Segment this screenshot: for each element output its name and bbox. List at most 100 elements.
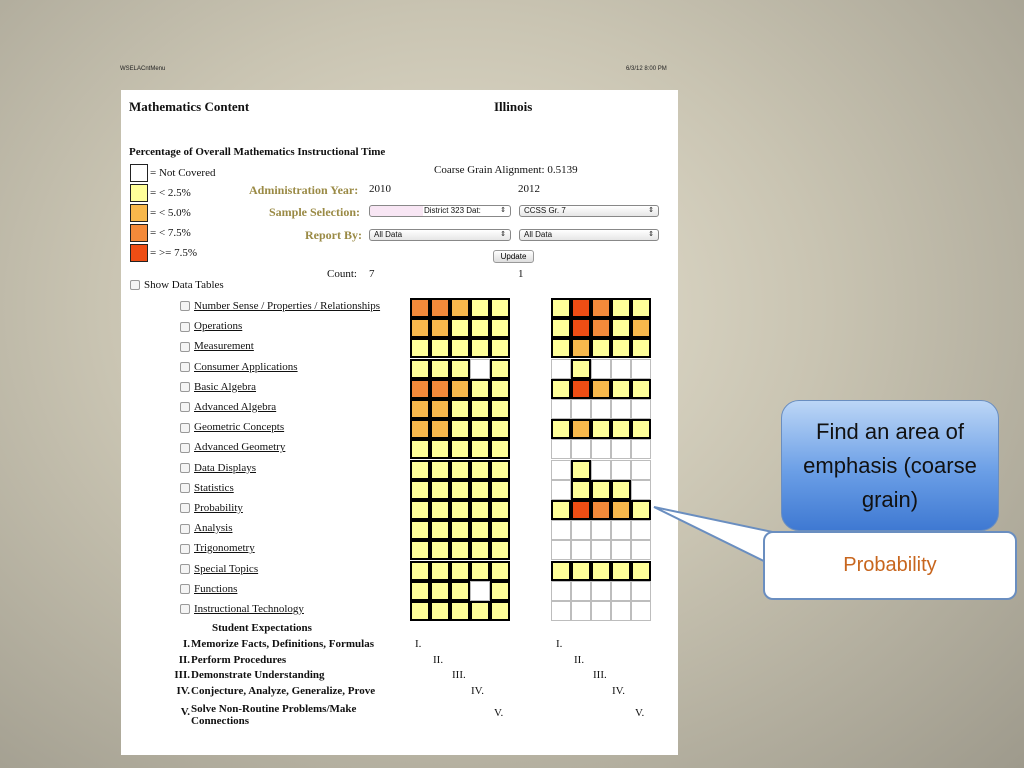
- heatmap-cell: [611, 298, 631, 318]
- category-link[interactable]: Special Topics: [194, 562, 259, 575]
- heatmap-cell: [611, 540, 631, 561]
- sample-select-right[interactable]: CCSS Gr. 7 ⇕: [519, 205, 659, 217]
- show-data-tables-checkbox[interactable]: [130, 280, 140, 291]
- category-checkbox[interactable]: [180, 564, 190, 575]
- category-item[interactable]: Special Topics: [180, 563, 258, 575]
- category-item[interactable]: Functions: [180, 583, 237, 595]
- heatmap-cell: [450, 298, 470, 318]
- category-item[interactable]: Analysis: [180, 522, 233, 534]
- expectation-marker-right: II.: [574, 654, 585, 666]
- category-checkbox[interactable]: [180, 321, 190, 332]
- heatmap-cell: [470, 601, 490, 621]
- category-item[interactable]: Basic Algebra: [180, 381, 256, 393]
- category-checkbox[interactable]: [180, 442, 190, 453]
- category-item[interactable]: Instructional Technology: [180, 603, 304, 615]
- category-item[interactable]: Trigonometry: [180, 542, 255, 554]
- category-item[interactable]: Geometric Concepts: [180, 421, 284, 433]
- heatmap-cell: [430, 419, 450, 440]
- heatmap-cell: [591, 601, 611, 621]
- callout-main: Find an area of emphasis (coarse grain): [781, 400, 999, 531]
- category-link[interactable]: Data Displays: [194, 461, 257, 474]
- category-checkbox[interactable]: [180, 483, 190, 494]
- heatmap-cell: [410, 318, 430, 339]
- heatmap-cell: [430, 399, 450, 419]
- category-item[interactable]: Advanced Geometry: [180, 441, 285, 453]
- select-arrow-icon: ⇕: [648, 231, 654, 238]
- select-arrow-icon: ⇕: [500, 231, 506, 238]
- category-link[interactable]: Functions: [194, 582, 238, 595]
- category-checkbox[interactable]: [180, 523, 190, 534]
- heatmap-cell: [470, 338, 490, 359]
- heatmap-cell: [591, 318, 611, 339]
- category-link[interactable]: Consumer Applications: [194, 360, 298, 373]
- category-link[interactable]: Trigonometry: [194, 542, 255, 555]
- category-link[interactable]: Analysis: [194, 522, 233, 535]
- category-checkbox[interactable]: [180, 584, 190, 595]
- expectation-marker-left: IV.: [471, 685, 484, 697]
- heatmap-cell: [410, 378, 430, 399]
- category-checkbox[interactable]: [180, 341, 190, 352]
- heatmap-cell: [611, 318, 631, 339]
- heatmap-cell: [490, 560, 510, 581]
- heatmap-cell: [611, 560, 631, 581]
- category-link[interactable]: Instructional Technology: [194, 603, 304, 615]
- expectation-label: Solve Non-Routine Problems/Make Connecti…: [191, 703, 357, 727]
- heatmap-cell: [631, 399, 651, 419]
- sample-select-left[interactable]: District 323 Dat: ⇕: [369, 205, 511, 217]
- report-select-right-value: All Data: [524, 230, 553, 239]
- heatmap-cell: [551, 318, 571, 339]
- category-link[interactable]: Advanced Geometry: [194, 441, 286, 454]
- category-link[interactable]: Measurement: [194, 340, 254, 353]
- category-checkbox[interactable]: [180, 422, 190, 433]
- heatmap-cell: [410, 560, 430, 581]
- sample-select-left-value: District 323 Dat:: [424, 206, 481, 215]
- expectation-marker-right: V.: [635, 707, 645, 719]
- heatmap-cell: [571, 358, 591, 379]
- category-item[interactable]: Consumer Applications: [180, 361, 298, 373]
- category-checkbox[interactable]: [180, 463, 190, 474]
- category-link[interactable]: Operations: [194, 320, 243, 333]
- heatmap-cell: [551, 399, 571, 419]
- report-select-left[interactable]: All Data ⇕: [369, 229, 511, 241]
- category-item[interactable]: Statistics: [180, 482, 234, 494]
- heatmap-cell: [591, 439, 611, 460]
- expectation-marker-right: I.: [556, 638, 563, 650]
- category-item[interactable]: Number Sense / Properties / Relationship…: [180, 300, 380, 312]
- category-checkbox[interactable]: [180, 543, 190, 554]
- heatmap-cell: [571, 378, 591, 399]
- category-link[interactable]: Number Sense / Properties / Relationship…: [194, 300, 381, 312]
- category-checkbox[interactable]: [180, 382, 190, 393]
- heatmap-cell: [631, 500, 651, 520]
- category-item[interactable]: Measurement: [180, 340, 254, 352]
- report-select-right[interactable]: All Data ⇕: [519, 229, 659, 241]
- category-checkbox[interactable]: [180, 402, 190, 413]
- heatmap-cell: [450, 439, 470, 460]
- category-checkbox[interactable]: [180, 362, 190, 373]
- heatmap-cell: [410, 338, 430, 359]
- heatmap-cell: [611, 459, 631, 480]
- category-link[interactable]: Basic Algebra: [194, 380, 257, 393]
- category-link[interactable]: Statistics: [194, 481, 234, 494]
- heatmap-cell: [470, 318, 490, 339]
- heatmap-cell: [430, 601, 450, 621]
- category-item[interactable]: Probability: [180, 502, 243, 514]
- heatmap-cell: [571, 399, 591, 419]
- heatmap-cell: [430, 338, 450, 359]
- show-data-tables[interactable]: Show Data Tables: [130, 279, 224, 291]
- category-checkbox[interactable]: [180, 503, 190, 514]
- category-link[interactable]: Advanced Algebra: [194, 401, 277, 413]
- category-link[interactable]: Probability: [194, 502, 243, 514]
- category-checkbox[interactable]: [180, 301, 190, 312]
- heatmap-cell: [551, 540, 571, 561]
- expectation-numeral: II.: [178, 654, 190, 666]
- heatmap-cell: [470, 500, 490, 520]
- category-link[interactable]: Geometric Concepts: [194, 421, 285, 434]
- category-checkbox[interactable]: [180, 604, 190, 615]
- category-item[interactable]: Operations: [180, 320, 242, 332]
- category-item[interactable]: Advanced Algebra: [180, 401, 276, 413]
- heatmap-cell: [611, 419, 631, 440]
- category-item[interactable]: Data Displays: [180, 462, 256, 474]
- update-button[interactable]: Update: [493, 250, 534, 263]
- heatmap-cell: [551, 520, 571, 541]
- heatmap-cell: [410, 601, 430, 621]
